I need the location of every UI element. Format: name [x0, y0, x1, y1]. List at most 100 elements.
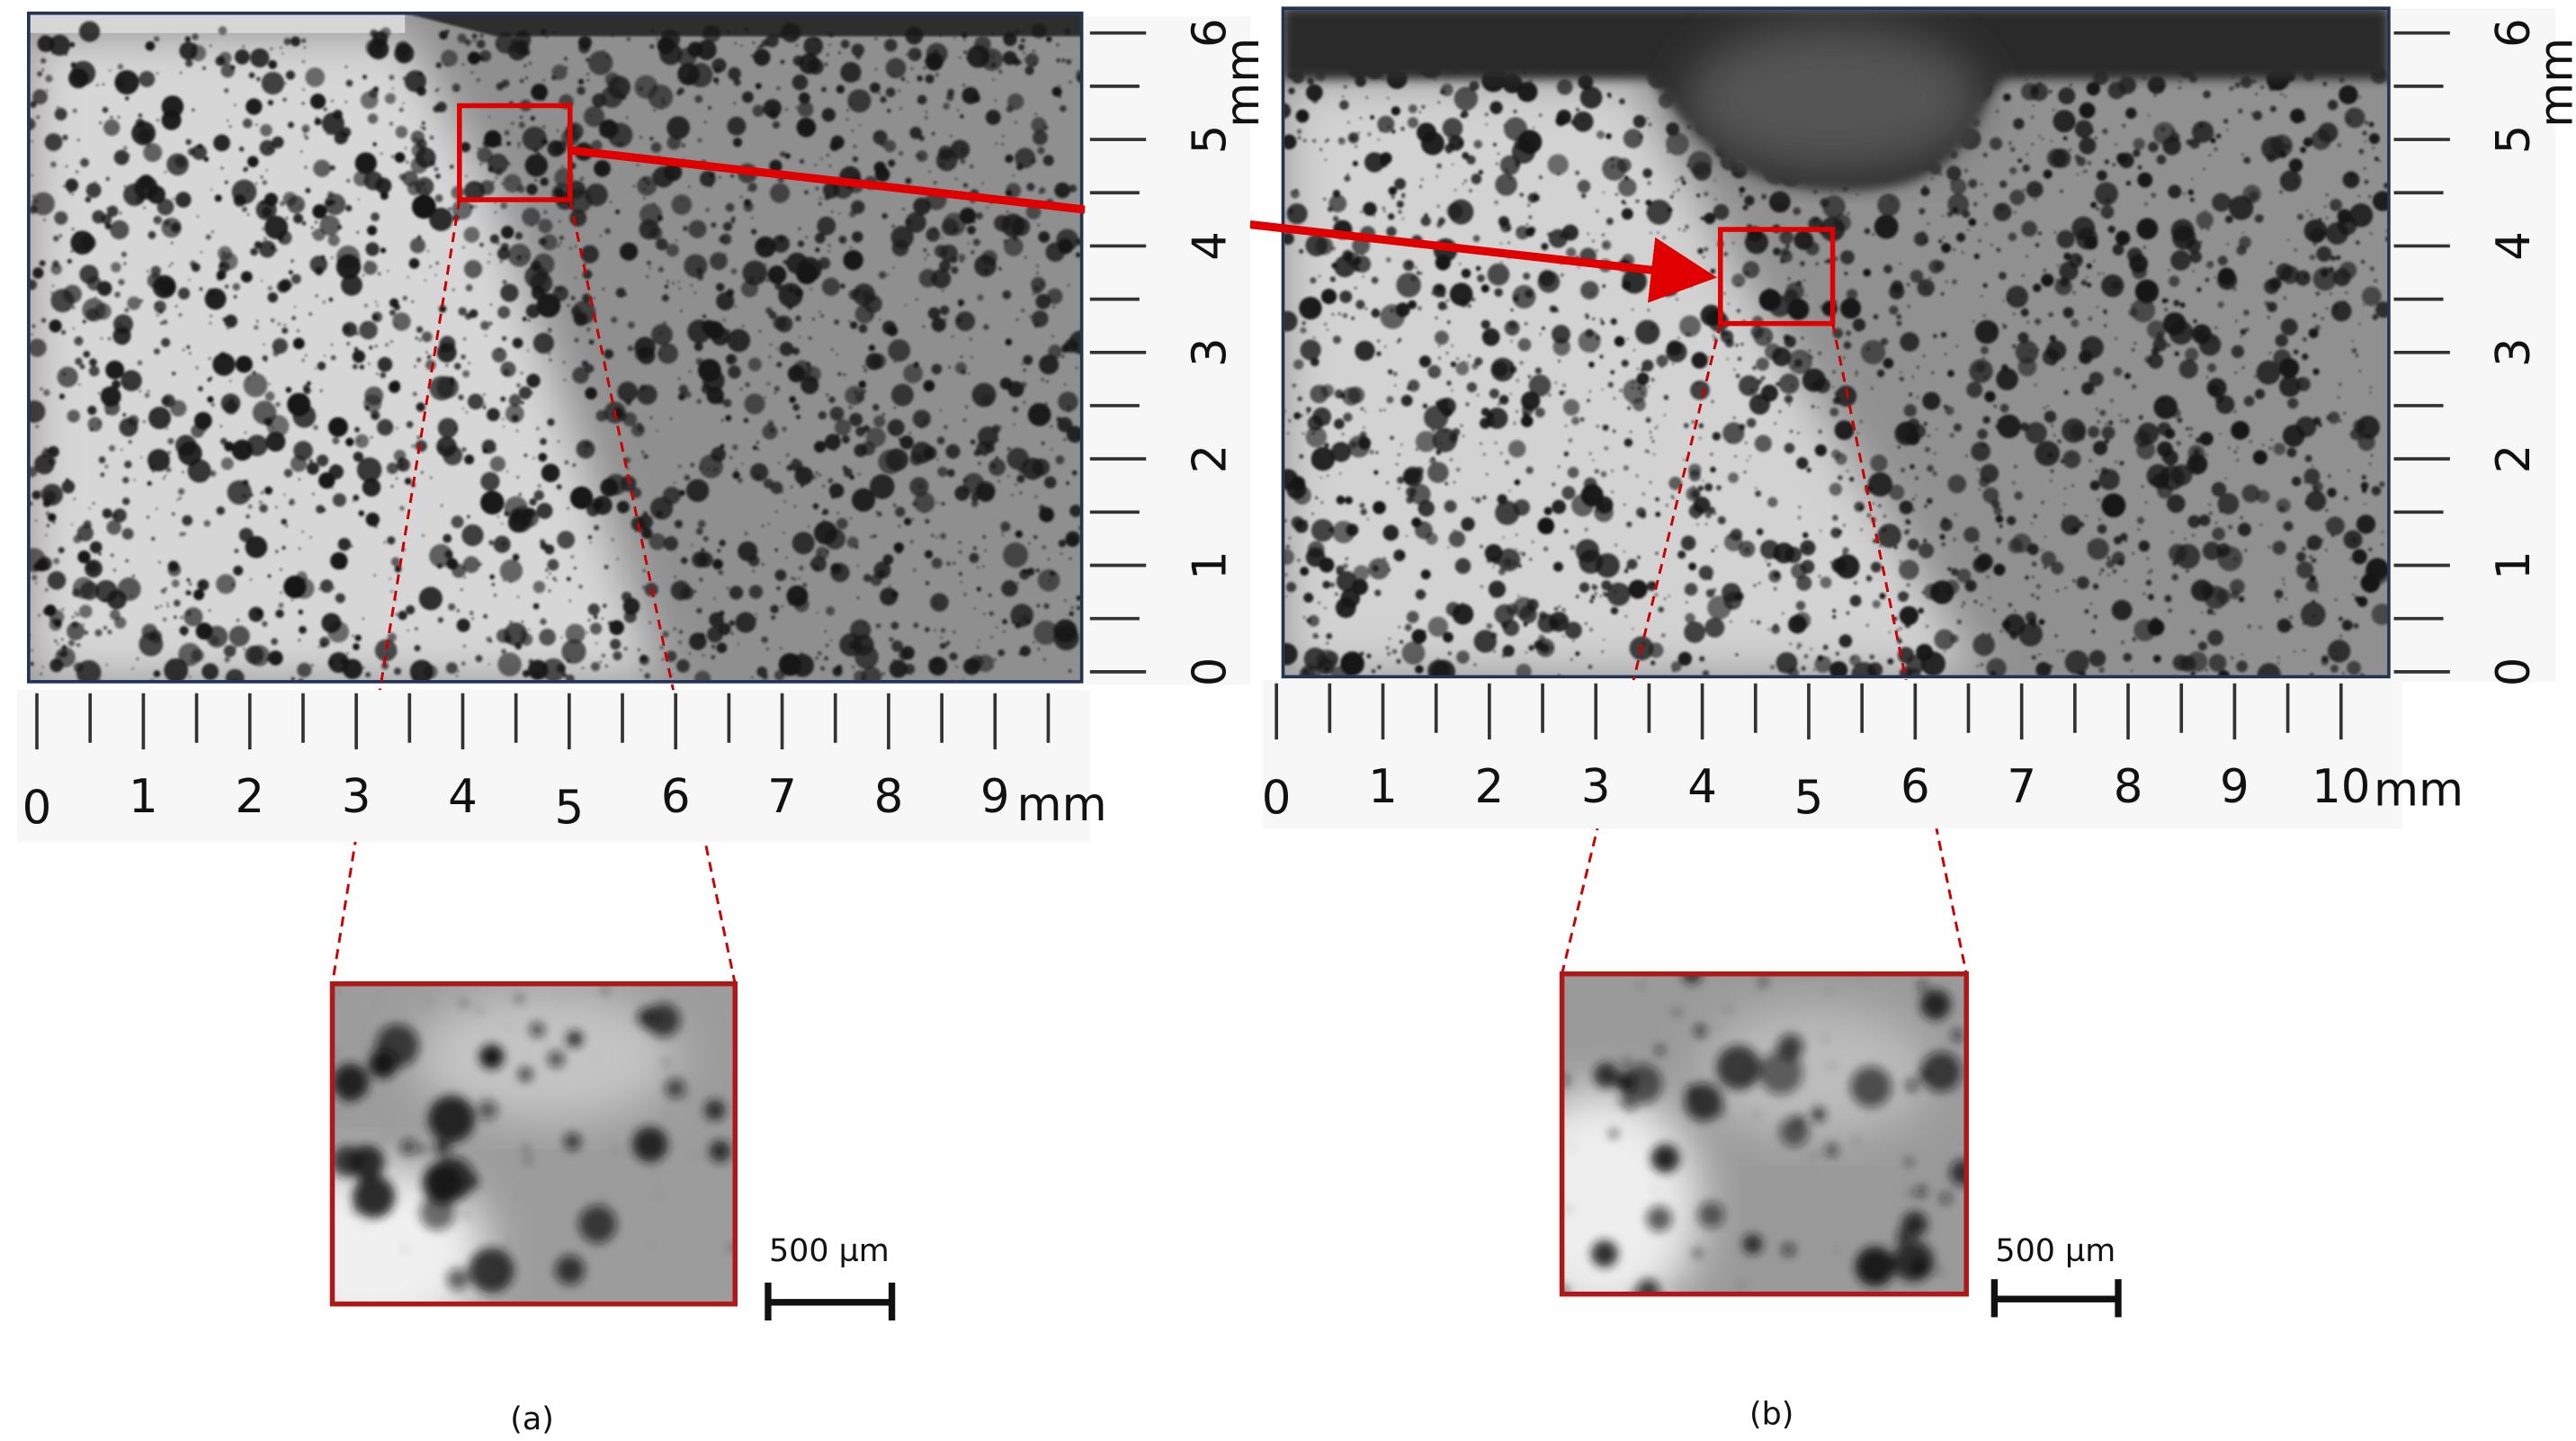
speckle — [1684, 582, 1698, 596]
speckle — [301, 38, 307, 43]
speckle — [1782, 612, 1784, 615]
speckle — [387, 536, 396, 545]
speckle — [663, 321, 666, 325]
speckle — [1427, 616, 1449, 637]
speckle — [2112, 244, 2124, 255]
speckle — [2092, 583, 2099, 590]
speckle — [426, 250, 430, 253]
speckle — [365, 512, 380, 527]
speckle — [189, 260, 197, 267]
speckle — [589, 622, 603, 635]
speckle — [941, 237, 944, 239]
speckle — [210, 44, 212, 47]
speckle — [503, 425, 505, 428]
speckle — [856, 564, 859, 567]
speckle — [461, 661, 466, 666]
speckle — [970, 500, 979, 507]
speckle — [203, 667, 206, 669]
speckle — [1927, 434, 1930, 437]
speckle — [893, 541, 904, 553]
speckle — [1330, 442, 1352, 462]
speckle — [2002, 93, 2011, 102]
speckle — [99, 121, 102, 124]
speckle — [1334, 418, 1345, 430]
speckle — [1294, 527, 1297, 530]
speckle — [734, 42, 737, 45]
speckle — [2374, 569, 2376, 573]
speckle — [1855, 373, 1858, 377]
speckle — [1431, 429, 1436, 433]
speckle — [1002, 50, 1017, 66]
speckle — [105, 176, 110, 182]
speckle — [40, 388, 43, 390]
speckle — [357, 198, 360, 201]
speckle — [542, 125, 546, 129]
speckle — [1802, 532, 1809, 539]
speckle — [1007, 380, 1024, 398]
speckle — [291, 676, 295, 681]
speckle — [711, 446, 726, 462]
speckle — [1736, 309, 1741, 313]
speckle — [519, 78, 524, 84]
speckle — [515, 429, 519, 433]
speckle — [2349, 428, 2362, 441]
speckle — [499, 559, 523, 583]
speckle — [460, 588, 463, 591]
speckle — [1445, 299, 1449, 302]
speckle — [1462, 361, 1465, 363]
speckle — [2008, 232, 2017, 242]
speckle — [1069, 505, 1082, 517]
speckle — [35, 425, 39, 428]
speckle — [2238, 595, 2245, 603]
speckle — [792, 671, 795, 674]
speckle — [507, 162, 510, 165]
speckle — [1437, 301, 1447, 310]
speckle — [1050, 425, 1053, 428]
speckle — [1481, 327, 1500, 346]
speckle — [1285, 544, 1291, 549]
speckle — [186, 345, 191, 349]
speckle — [350, 545, 353, 548]
speckle — [491, 583, 496, 586]
speckle — [1473, 139, 1482, 149]
speckle — [1947, 567, 1952, 571]
speckle — [615, 209, 621, 215]
speckle — [1911, 375, 1914, 379]
speckle — [666, 116, 690, 139]
speckle — [820, 666, 825, 671]
speckle — [796, 415, 801, 419]
speckle — [425, 661, 428, 665]
speckle — [557, 531, 576, 549]
speckle — [1646, 211, 1649, 215]
speckle — [1373, 470, 1379, 475]
speckle — [341, 273, 362, 296]
speckle — [1418, 306, 1422, 311]
speckle — [1462, 183, 1464, 185]
speckle — [1005, 338, 1013, 346]
speckle — [1441, 293, 1446, 298]
speckle — [519, 115, 523, 119]
speckle — [377, 418, 394, 436]
speckle — [585, 387, 597, 400]
speckle — [402, 295, 407, 300]
speckle — [46, 524, 50, 527]
speckle — [905, 219, 912, 226]
speckle — [70, 230, 94, 255]
speckle — [722, 398, 732, 407]
speckle — [770, 481, 783, 495]
speckle — [309, 94, 326, 110]
speckle — [183, 348, 185, 352]
speckle — [1019, 613, 1030, 624]
speckle — [1561, 635, 1565, 638]
speckle — [1874, 214, 1899, 239]
speckle — [768, 355, 772, 359]
speckle — [815, 187, 819, 191]
speckle — [32, 267, 44, 279]
speckle — [105, 663, 108, 667]
speckle — [57, 366, 78, 388]
speckle — [994, 99, 997, 102]
speckle — [1396, 273, 1421, 298]
speckle — [2169, 275, 2180, 287]
speckle — [1563, 390, 1566, 393]
speckle — [1964, 579, 1977, 592]
